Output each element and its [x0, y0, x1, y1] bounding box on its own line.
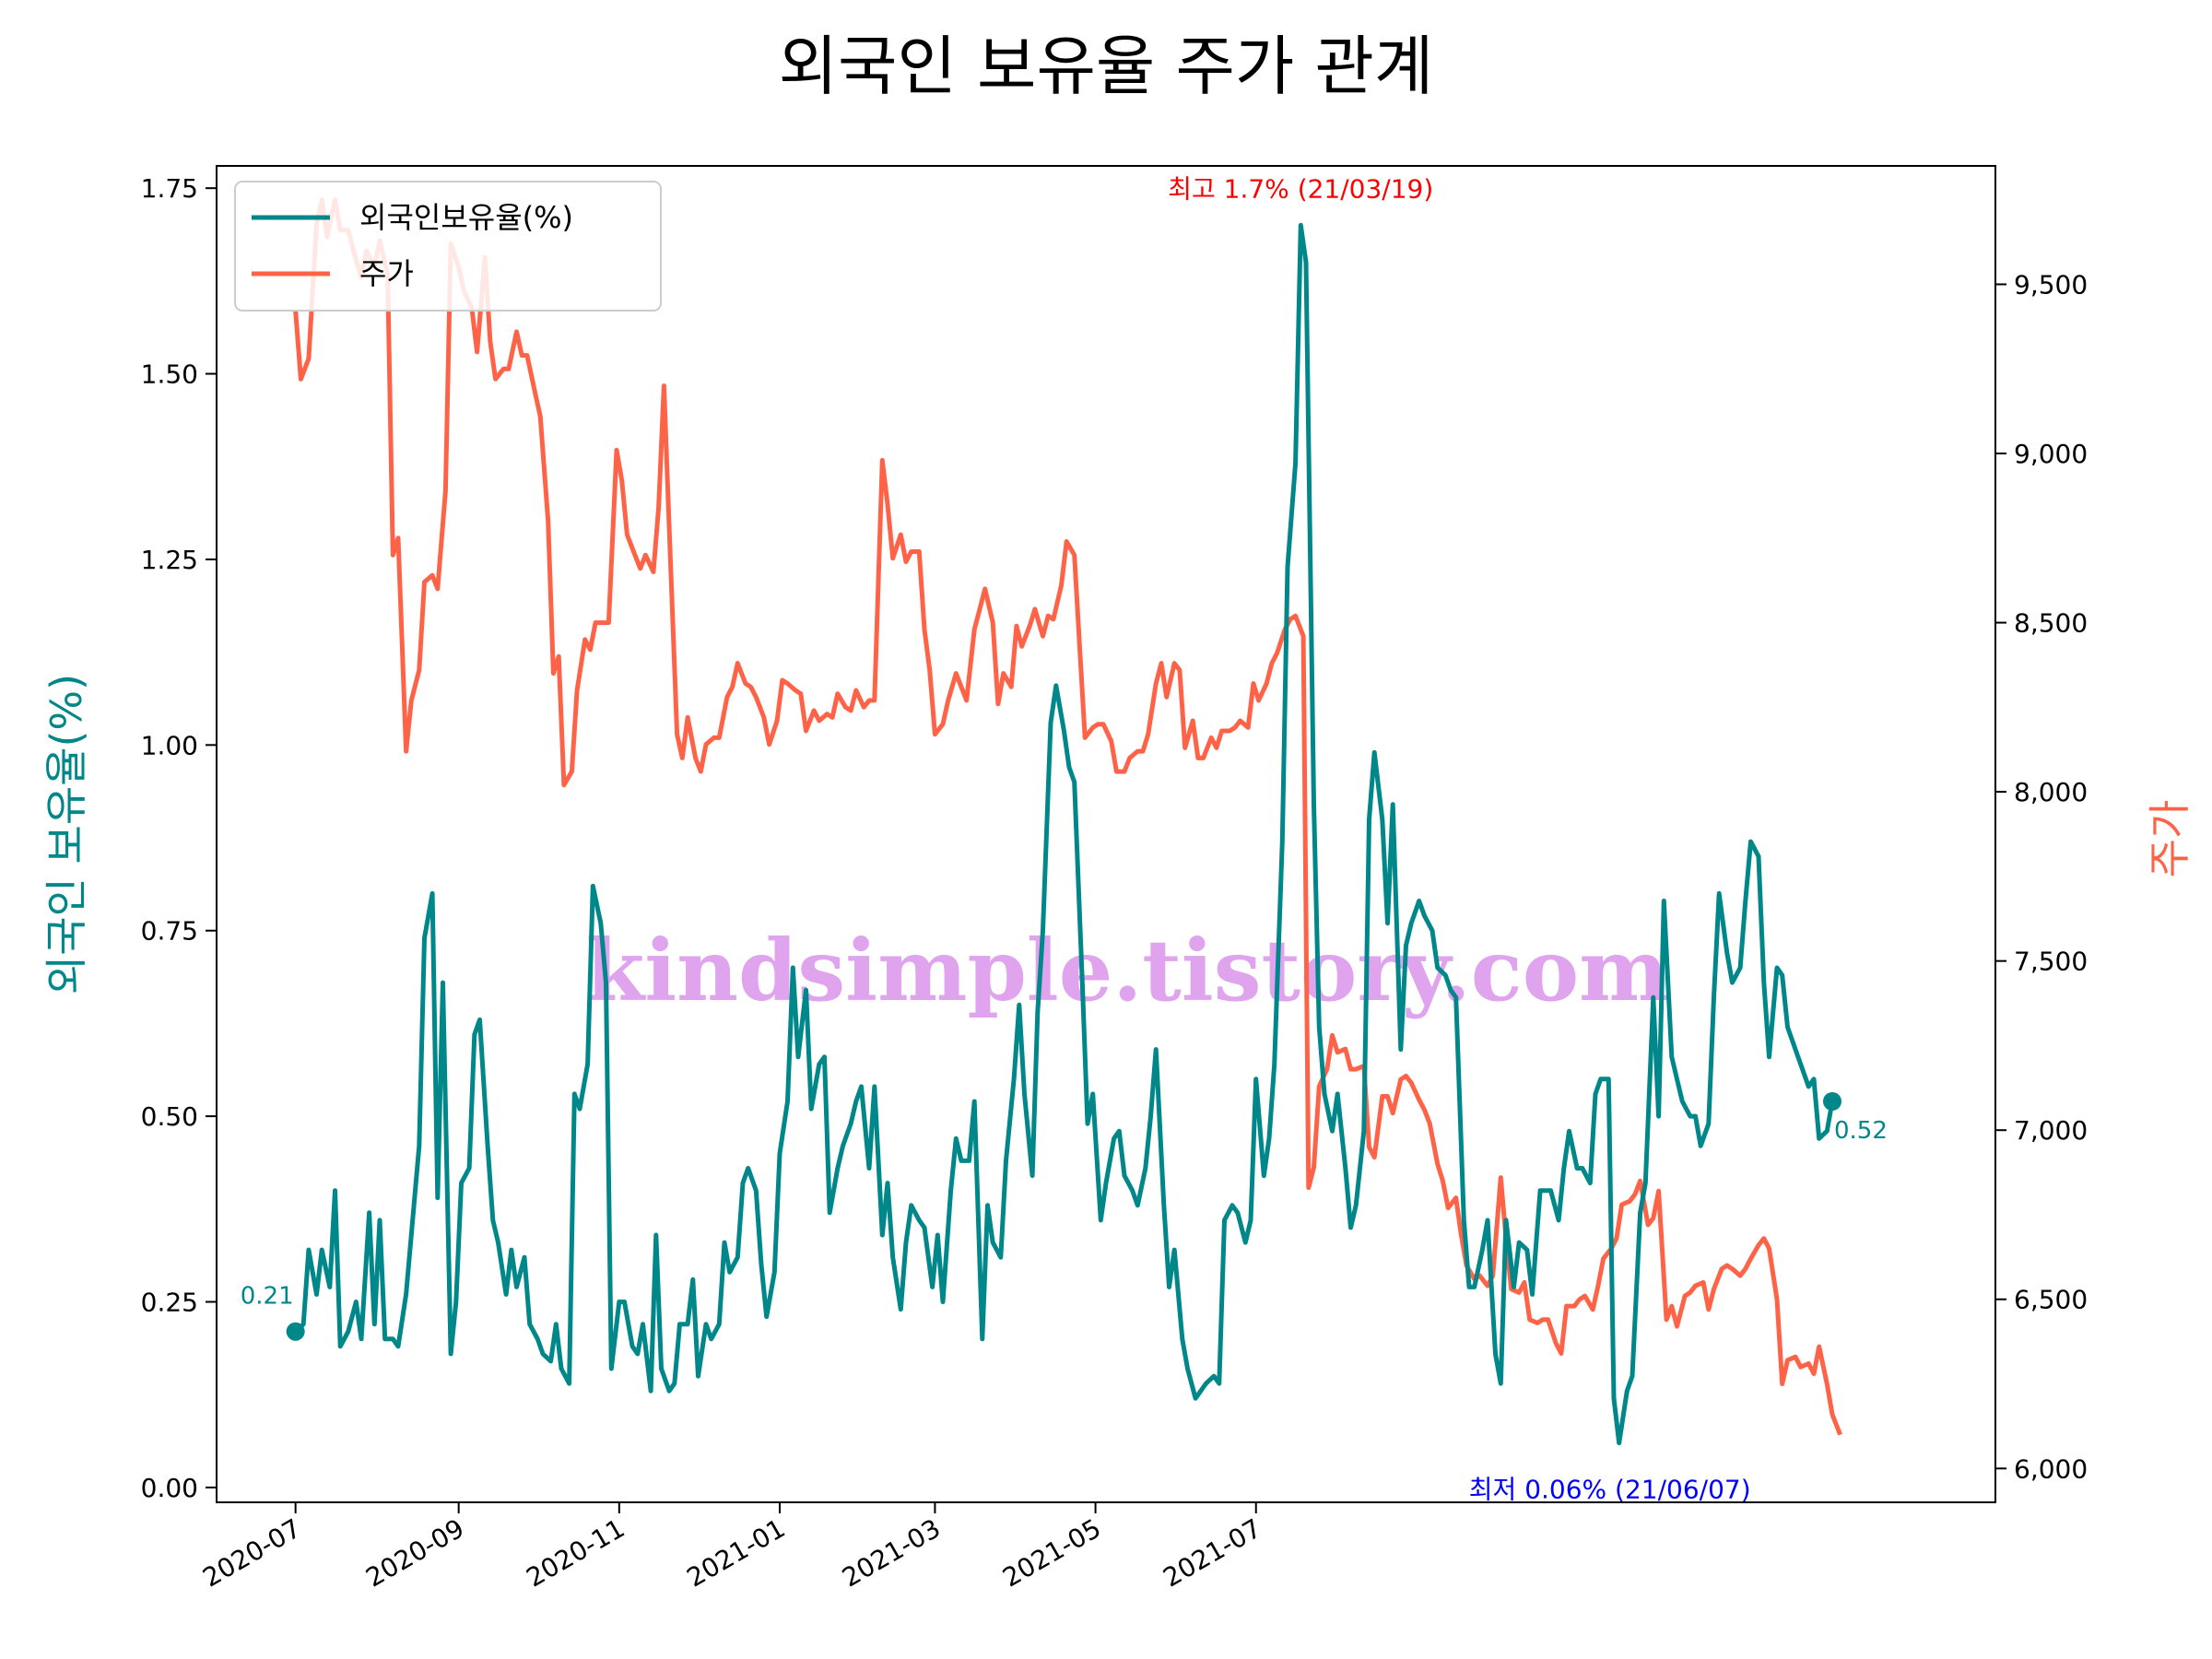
y-right-tick-label: 8,500 — [2014, 608, 2088, 639]
legend-box — [234, 181, 662, 312]
series-line-price — [293, 197, 1842, 1436]
y-left-tick-label: 1.00 — [141, 730, 198, 760]
y-right-tick-label: 7,000 — [2014, 1115, 2088, 1146]
y-right-tick-label: 6,500 — [2014, 1285, 2088, 1315]
y-right-tick-label: 9,000 — [2014, 439, 2088, 469]
legend: 외국인보유율(%) 주가 — [234, 181, 662, 312]
y-left-tick-label: 1.75 — [141, 173, 198, 204]
y-left-tick-label: 0.50 — [141, 1101, 198, 1132]
y-right-tick-label: 6,000 — [2014, 1453, 2088, 1484]
y-right-tick-label: 8,000 — [2014, 777, 2088, 807]
y-left-tick-label: 0.00 — [141, 1473, 198, 1503]
start-value-label: 0.21 — [241, 1283, 294, 1311]
end-value-label: 0.52 — [1834, 1117, 1888, 1145]
plot-frame — [216, 165, 1996, 1503]
end-point-marker — [1822, 1092, 1841, 1111]
y-left-tick-label: 0.75 — [141, 916, 198, 947]
series-line-foreign — [293, 222, 1835, 1446]
y-left-tick-label: 1.50 — [141, 359, 198, 390]
y-right-tick-label: 7,500 — [2014, 947, 2088, 977]
legend-label-price: 주가 — [359, 256, 414, 291]
y-axis-right-label: 주가 — [2145, 800, 2194, 878]
legend-label-foreign: 외국인보유율(%) — [359, 200, 573, 235]
y-axis-left-label: 외국인 보유율(%) — [41, 674, 91, 994]
annotations: 0.21 0.52 최고 1.7% (21/03/19) 최저 0.06% (21/0… — [241, 173, 1888, 1504]
y-axis-right: 6,000 6,500 7,000 7,500 8,000 8,500 9,000 9,500 — [1995, 269, 2088, 1484]
start-point-marker — [286, 1322, 305, 1341]
watermark-text: kindsimple.tistory.com — [585, 921, 1668, 1020]
max-annotation: 최고 1.7% (21/03/19) — [1168, 173, 1433, 204]
y-left-tick-label: 0.25 — [141, 1288, 198, 1318]
y-right-tick-label: 9,500 — [2014, 269, 2088, 300]
chart-title: 외국인 보유율 주가 관계 — [779, 29, 1434, 104]
plot-lines — [293, 197, 1842, 1446]
y-left-tick-label: 1.25 — [141, 545, 198, 575]
min-annotation: 최저 0.06% (21/06/07) — [1469, 1475, 1751, 1505]
y-axis-left: 0.00 0.25 0.50 0.75 1.00 1.25 1.50 1.75 — [141, 173, 217, 1503]
